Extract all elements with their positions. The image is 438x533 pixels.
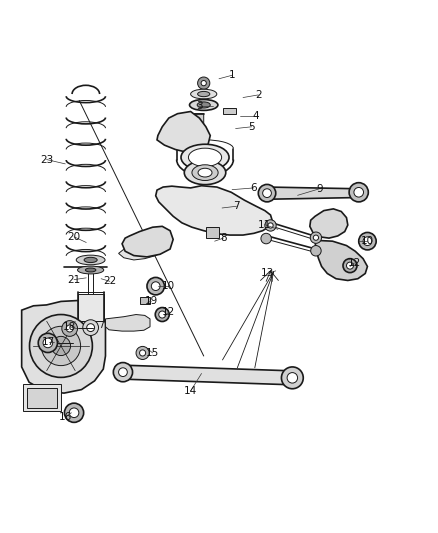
Circle shape (311, 246, 321, 256)
Ellipse shape (78, 266, 104, 274)
Polygon shape (310, 209, 348, 238)
Circle shape (69, 408, 79, 417)
Polygon shape (206, 227, 219, 238)
Circle shape (282, 367, 303, 389)
Circle shape (310, 232, 321, 244)
Text: 10: 10 (162, 281, 175, 291)
Ellipse shape (84, 257, 97, 263)
Circle shape (51, 336, 71, 356)
Circle shape (66, 325, 73, 332)
Circle shape (38, 333, 57, 352)
Text: 20: 20 (67, 232, 81, 242)
Circle shape (346, 262, 353, 269)
Text: 19: 19 (145, 296, 158, 306)
Polygon shape (157, 111, 210, 152)
Circle shape (87, 324, 95, 332)
Polygon shape (23, 384, 61, 411)
Polygon shape (27, 388, 57, 408)
Circle shape (83, 320, 99, 335)
Text: 21: 21 (67, 274, 81, 285)
Circle shape (140, 350, 146, 356)
Circle shape (313, 235, 318, 240)
Circle shape (159, 311, 166, 318)
Ellipse shape (190, 100, 218, 110)
Circle shape (64, 403, 84, 422)
Text: 23: 23 (40, 155, 53, 165)
Text: 15: 15 (146, 348, 159, 358)
Text: 5: 5 (248, 122, 255, 132)
Circle shape (261, 233, 272, 244)
Circle shape (151, 282, 160, 290)
Circle shape (359, 232, 376, 250)
Ellipse shape (76, 255, 105, 265)
Circle shape (263, 189, 272, 198)
Circle shape (136, 346, 149, 359)
Text: 12: 12 (348, 258, 361, 268)
Ellipse shape (192, 165, 218, 181)
Text: 9: 9 (316, 184, 323, 194)
Polygon shape (223, 108, 237, 114)
Polygon shape (155, 185, 272, 235)
Circle shape (258, 184, 276, 202)
Polygon shape (106, 314, 150, 331)
Text: 6: 6 (251, 183, 257, 193)
Circle shape (268, 223, 273, 228)
Circle shape (198, 77, 210, 89)
Ellipse shape (198, 92, 210, 96)
Circle shape (265, 220, 276, 231)
Ellipse shape (197, 102, 210, 108)
Text: 14: 14 (184, 386, 197, 396)
Circle shape (29, 314, 92, 377)
Circle shape (43, 338, 53, 348)
Circle shape (119, 368, 127, 376)
Text: 1: 1 (229, 70, 235, 80)
Polygon shape (21, 301, 106, 393)
Text: 17: 17 (42, 337, 55, 346)
Polygon shape (122, 227, 173, 257)
Circle shape (201, 80, 206, 86)
Circle shape (349, 183, 368, 202)
Text: 3: 3 (196, 101, 203, 111)
Ellipse shape (191, 89, 217, 99)
Text: 10: 10 (361, 236, 374, 246)
Text: 18: 18 (63, 322, 76, 332)
Text: 7: 7 (233, 201, 240, 211)
Circle shape (354, 188, 364, 197)
Circle shape (113, 362, 133, 382)
Polygon shape (315, 240, 367, 280)
Ellipse shape (198, 168, 212, 177)
Text: 13: 13 (261, 269, 274, 278)
Circle shape (41, 326, 81, 366)
Text: 16: 16 (59, 412, 72, 422)
Polygon shape (78, 294, 104, 321)
Ellipse shape (188, 148, 222, 166)
Polygon shape (123, 365, 292, 385)
Polygon shape (267, 187, 359, 199)
Circle shape (155, 308, 169, 321)
Ellipse shape (184, 160, 226, 184)
Circle shape (343, 259, 357, 272)
Text: 2: 2 (255, 90, 261, 100)
Circle shape (62, 321, 78, 336)
Ellipse shape (181, 144, 229, 171)
Text: 22: 22 (103, 276, 117, 286)
Circle shape (363, 237, 372, 246)
Text: 4: 4 (253, 111, 259, 121)
Polygon shape (184, 114, 204, 144)
Polygon shape (119, 238, 166, 260)
Ellipse shape (85, 268, 96, 272)
Circle shape (147, 277, 164, 295)
Circle shape (287, 373, 297, 383)
Text: 8: 8 (220, 233, 227, 243)
Text: 12: 12 (162, 308, 175, 317)
Polygon shape (140, 297, 150, 304)
Text: 11: 11 (258, 220, 272, 230)
